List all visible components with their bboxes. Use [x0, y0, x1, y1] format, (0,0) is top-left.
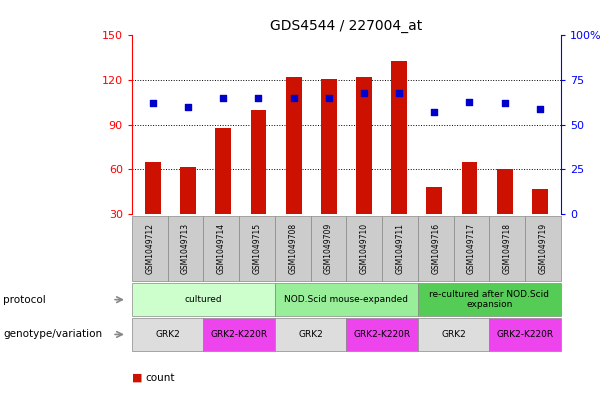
Text: count: count — [145, 373, 175, 383]
Bar — [286, 77, 302, 214]
Text: GRK2-K220R: GRK2-K220R — [497, 330, 554, 339]
Bar — [391, 61, 407, 214]
Text: genotype/variation: genotype/variation — [3, 329, 102, 340]
Text: GRK2-K220R: GRK2-K220R — [354, 330, 411, 339]
Text: GRK2: GRK2 — [155, 330, 180, 339]
Bar — [251, 110, 266, 214]
Text: GSM1049712: GSM1049712 — [145, 223, 154, 274]
Bar — [145, 162, 161, 214]
Bar — [356, 77, 372, 214]
Bar — [427, 187, 442, 214]
Point — [394, 90, 404, 96]
Text: cultured: cultured — [185, 295, 222, 304]
Text: GSM1049713: GSM1049713 — [181, 223, 190, 274]
Point — [183, 104, 193, 110]
Text: GSM1049714: GSM1049714 — [216, 223, 226, 274]
Point — [289, 95, 299, 101]
Text: GSM1049709: GSM1049709 — [324, 223, 333, 274]
Point — [429, 109, 439, 116]
Bar — [532, 189, 547, 214]
Point — [359, 90, 369, 96]
Text: GRK2-K220R: GRK2-K220R — [210, 330, 268, 339]
Text: GRK2: GRK2 — [441, 330, 466, 339]
Text: GSM1049711: GSM1049711 — [395, 223, 405, 274]
Text: GSM1049715: GSM1049715 — [253, 223, 262, 274]
Text: protocol: protocol — [3, 295, 46, 305]
Point — [535, 106, 545, 112]
Text: GSM1049716: GSM1049716 — [431, 223, 440, 274]
Bar — [215, 128, 231, 214]
Point — [254, 95, 264, 101]
Title: GDS4544 / 227004_at: GDS4544 / 227004_at — [270, 19, 422, 33]
Text: NOD.Scid mouse-expanded: NOD.Scid mouse-expanded — [284, 295, 408, 304]
Point — [218, 95, 228, 101]
Text: GSM1049717: GSM1049717 — [467, 223, 476, 274]
Bar — [462, 162, 478, 214]
Point — [465, 98, 474, 105]
Text: GSM1049718: GSM1049718 — [503, 223, 512, 274]
Bar — [180, 167, 196, 214]
Text: GSM1049719: GSM1049719 — [538, 223, 547, 274]
Bar — [497, 169, 512, 214]
Point — [324, 95, 333, 101]
Bar — [321, 79, 337, 214]
Point — [500, 100, 509, 107]
Text: ■: ■ — [132, 373, 142, 383]
Text: GSM1049708: GSM1049708 — [288, 223, 297, 274]
Text: re-cultured after NOD.Scid
expansion: re-cultured after NOD.Scid expansion — [429, 290, 549, 309]
Text: GSM1049710: GSM1049710 — [360, 223, 369, 274]
Text: GRK2: GRK2 — [298, 330, 323, 339]
Point — [148, 100, 158, 107]
